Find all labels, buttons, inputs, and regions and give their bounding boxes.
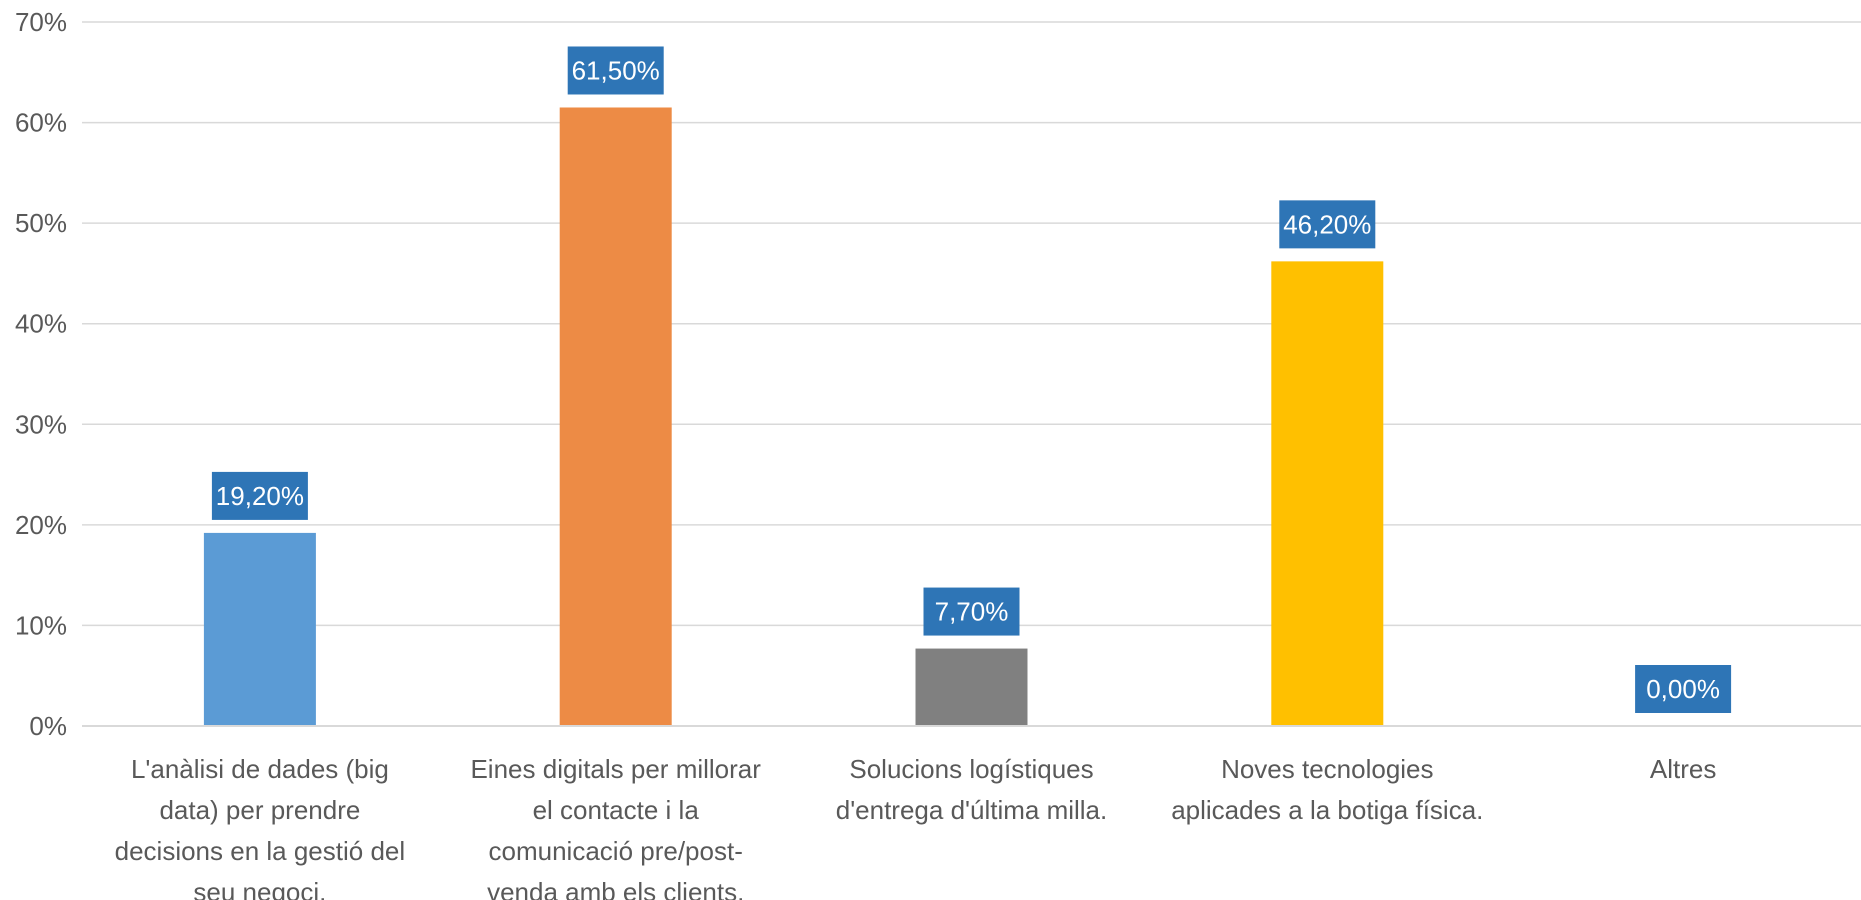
- data-label-box: [211, 471, 308, 520]
- data-label: 46,20%: [1283, 209, 1371, 239]
- category-label-line: el contacte i la: [533, 795, 700, 825]
- category-label: Altres: [1650, 754, 1716, 784]
- y-axis-tick-labels: 0% 10% 20% 30% 40% 50% 60% 70%: [15, 7, 67, 741]
- category-label: L'anàlisi de dades (big data) per prendre…: [115, 754, 406, 900]
- y-tick-label: 30%: [15, 409, 67, 439]
- category-label-line: aplicades a la botiga física.: [1171, 795, 1483, 825]
- data-label: 0,00%: [1646, 674, 1720, 704]
- category-label-line: data) per prendre: [159, 795, 360, 825]
- category-label: Solucions logístiques d'entrega d'última …: [836, 754, 1108, 825]
- data-label-box: [567, 46, 664, 95]
- category-label-line: Noves tecnologies: [1221, 754, 1433, 784]
- bar: [559, 107, 672, 726]
- y-tick-label: 10%: [15, 610, 67, 640]
- data-label: 7,70%: [935, 597, 1009, 627]
- bars: [203, 107, 1384, 726]
- category-label-line: seu negoci.: [193, 877, 326, 900]
- category-label-line: Altres: [1650, 754, 1716, 784]
- data-label: 19,20%: [216, 481, 304, 511]
- y-tick-label: 60%: [15, 108, 67, 138]
- y-tick-label: 40%: [15, 309, 67, 339]
- y-tick-label: 20%: [15, 510, 67, 540]
- y-tick-label: 70%: [15, 7, 67, 37]
- y-tick-label: 50%: [15, 208, 67, 238]
- category-label-line: L'anàlisi de dades (big: [131, 754, 389, 784]
- category-label-line: comunicació pre/post-: [489, 836, 743, 866]
- category-label-line: Eines digitals per millorar: [470, 754, 761, 784]
- data-labels: 19,20% 61,50% 7,70% 46,20% 0,00%: [211, 46, 1732, 713]
- data-label-box: [923, 587, 1020, 636]
- data-label-box: [1279, 200, 1376, 249]
- category-label-line: decisions en la gestió del: [115, 836, 406, 866]
- category-label-line: d'entrega d'última milla.: [836, 795, 1108, 825]
- category-label-line: venda amb els clients.: [487, 877, 744, 900]
- category-label: Noves tecnologies aplicades a la botiga f…: [1171, 754, 1483, 825]
- category-label: Eines digitals per millorar el contacte i…: [470, 754, 761, 900]
- category-label-line: Solucions logístiques: [849, 754, 1093, 784]
- data-label: 61,50%: [572, 55, 660, 85]
- gridlines: [82, 21, 1861, 627]
- bar: [1271, 261, 1384, 726]
- bar: [915, 648, 1028, 726]
- bar: [203, 532, 316, 726]
- data-label-box: [1635, 665, 1732, 713]
- y-tick-label: 0%: [29, 711, 67, 741]
- category-labels: L'anàlisi de dades (big data) per prendre…: [115, 754, 1717, 900]
